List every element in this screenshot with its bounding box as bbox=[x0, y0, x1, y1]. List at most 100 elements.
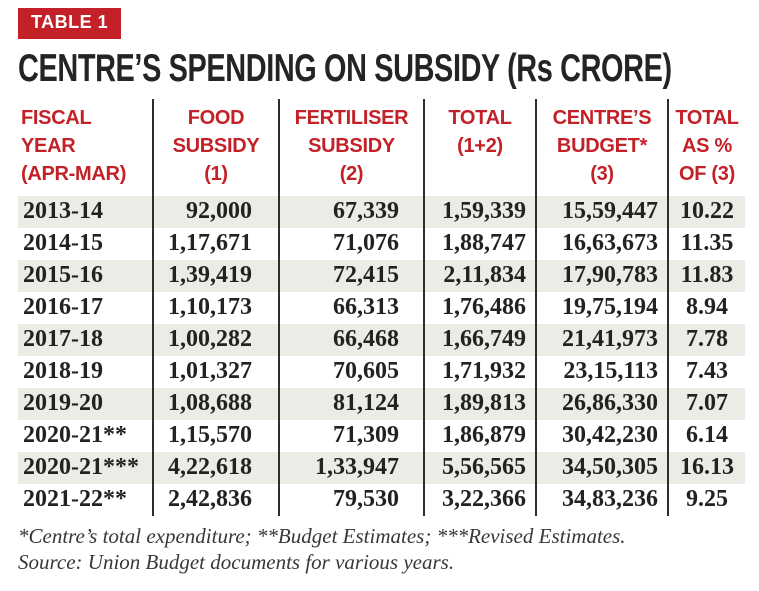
cell-fiscal-year: 2018-19 bbox=[23, 358, 103, 384]
cell-food-subsidy: 1,08,688 bbox=[152, 388, 278, 420]
table-row: 2020-21*** 4,22,618 1,33,947 5,56,565 34,50,… bbox=[18, 452, 745, 484]
column-header-line: (APR-MAR) bbox=[21, 163, 127, 185]
cell-centres-budget: 21,41,973 bbox=[535, 324, 667, 356]
column-header-line: TOTAL bbox=[448, 107, 512, 129]
column-header-fertiliser-subsidy: FERTILISER SUBSIDY (2) bbox=[278, 99, 423, 196]
cell-fiscal-year: 2013-14 bbox=[23, 198, 103, 224]
cell-total-as-pct: 7.78 bbox=[667, 324, 745, 356]
column-header-centres-budget: CENTRE’S BUDGET* (3) bbox=[535, 99, 667, 196]
column-header-line: SUBSIDY bbox=[308, 135, 395, 157]
cell-fiscal-year: 2017-18 bbox=[23, 326, 103, 352]
column-header-line: FERTILISER bbox=[294, 107, 409, 129]
column-header-line: (1) bbox=[204, 163, 228, 185]
column-header-line: (2) bbox=[339, 163, 364, 185]
column-header-line: (1+2) bbox=[457, 135, 503, 157]
cell-centres-budget: 30,42,230 bbox=[535, 420, 667, 452]
cell-total: 1,71,932 bbox=[423, 356, 535, 388]
column-header-total-as-pct: TOTAL AS % OF (3) bbox=[667, 99, 745, 196]
cell-fertiliser-subsidy: 66,468 bbox=[278, 324, 423, 356]
cell-fiscal-year: 2019-20 bbox=[23, 390, 103, 416]
cell-total: 1,89,813 bbox=[423, 388, 535, 420]
column-header-line: OF (3) bbox=[679, 163, 735, 185]
cell-total: 1,66,749 bbox=[423, 324, 535, 356]
cell-fertiliser-subsidy: 71,309 bbox=[278, 420, 423, 452]
cell-fertiliser-subsidy: 79,530 bbox=[278, 484, 423, 516]
cell-total-as-pct: 9.25 bbox=[667, 484, 745, 516]
cell-total: 1,76,486 bbox=[423, 292, 535, 324]
table-row: 2018-19 1,01,327 70,605 1,71,932 23,15,113 7.… bbox=[18, 356, 745, 388]
table-row: 2021-22** 2,42,836 79,530 3,22,366 34,83,236… bbox=[18, 484, 745, 516]
cell-total: 5,56,565 bbox=[423, 452, 535, 484]
cell-fertiliser-subsidy: 70,605 bbox=[278, 356, 423, 388]
cell-fiscal-year: 2020-21*** bbox=[23, 454, 139, 480]
footnote-text: *Centre’s total expenditure; **Budget Es… bbox=[18, 524, 626, 548]
cell-centres-budget: 34,83,236 bbox=[535, 484, 667, 516]
table-row: 2014-15 1,17,671 71,076 1,88,747 16,63,673 11… bbox=[18, 228, 745, 260]
column-header-food-subsidy: FOOD SUBSIDY (1) bbox=[152, 99, 278, 196]
cell-centres-budget: 34,50,305 bbox=[535, 452, 667, 484]
cell-total-as-pct: 7.43 bbox=[667, 356, 745, 388]
cell-fiscal-year: 2021-22** bbox=[23, 486, 127, 512]
cell-total: 2,11,834 bbox=[423, 260, 535, 292]
cell-food-subsidy: 1,01,327 bbox=[152, 356, 278, 388]
cell-fiscal-year: 2015-16 bbox=[23, 262, 103, 288]
cell-centres-budget: 23,15,113 bbox=[535, 356, 667, 388]
cell-food-subsidy: 4,22,618 bbox=[152, 452, 278, 484]
cell-food-subsidy: 1,17,671 bbox=[152, 228, 278, 260]
column-header-line: CENTRE’S bbox=[552, 107, 652, 129]
cell-food-subsidy: 1,15,570 bbox=[152, 420, 278, 452]
cell-fiscal-year: 2020-21** bbox=[23, 422, 127, 448]
table-row: 2020-21** 1,15,570 71,309 1,86,879 30,42,230… bbox=[18, 420, 745, 452]
source-text: Source: Union Budget documents for vario… bbox=[18, 550, 455, 574]
cell-centres-budget: 15,59,447 bbox=[535, 196, 667, 228]
cell-fertiliser-subsidy: 67,339 bbox=[278, 196, 423, 228]
table-row: 2019-20 1,08,688 81,124 1,89,813 26,86,330 7.… bbox=[18, 388, 745, 420]
footnotes: *Centre’s total expenditure; **Budget Es… bbox=[18, 523, 759, 575]
column-header-total: TOTAL (1+2) bbox=[423, 99, 535, 196]
cell-fertiliser-subsidy: 66,313 bbox=[278, 292, 423, 324]
cell-total: 3,22,366 bbox=[423, 484, 535, 516]
subsidy-table: FISCAL YEAR (APR-MAR) FOOD SUBSIDY (1) FERTILI… bbox=[18, 99, 745, 516]
cell-total-as-pct: 16.13 bbox=[667, 452, 745, 484]
cell-centres-budget: 17,90,783 bbox=[535, 260, 667, 292]
cell-total-as-pct: 11.35 bbox=[667, 228, 745, 260]
column-header-line: SUBSIDY bbox=[172, 135, 260, 157]
cell-fertiliser-subsidy: 1,33,947 bbox=[278, 452, 423, 484]
column-header-line: (3) bbox=[590, 163, 614, 185]
table-row: 2015-16 1,39,419 72,415 2,11,834 17,90,783 11… bbox=[18, 260, 745, 292]
table-row: 2013-14 92,000 67,339 1,59,339 15,59,447 10.2… bbox=[18, 196, 745, 228]
column-header-line: YEAR bbox=[21, 135, 76, 157]
cell-food-subsidy: 1,00,282 bbox=[152, 324, 278, 356]
column-header-line: TOTAL bbox=[675, 107, 739, 129]
cell-food-subsidy: 92,000 bbox=[152, 196, 278, 228]
cell-total: 1,59,339 bbox=[423, 196, 535, 228]
column-header-line: BUDGET* bbox=[556, 135, 648, 157]
cell-total-as-pct: 6.14 bbox=[667, 420, 745, 452]
table-body: 2013-14 92,000 67,339 1,59,339 15,59,447 10.2… bbox=[18, 196, 745, 516]
title-row: CENTRE’S SPENDING ON SUBSIDY (Rs CRORE) bbox=[18, 46, 759, 94]
table-badge: TABLE 1 bbox=[18, 8, 122, 39]
cell-total-as-pct: 10.22 bbox=[667, 196, 745, 228]
cell-fiscal-year: 2014-15 bbox=[23, 230, 103, 256]
cell-fiscal-year: 2016-17 bbox=[23, 294, 103, 320]
cell-centres-budget: 16,63,673 bbox=[535, 228, 667, 260]
cell-fertiliser-subsidy: 71,076 bbox=[278, 228, 423, 260]
cell-total-as-pct: 8.94 bbox=[667, 292, 745, 324]
cell-centres-budget: 19,75,194 bbox=[535, 292, 667, 324]
cell-total: 1,88,747 bbox=[423, 228, 535, 260]
table-header-row: FISCAL YEAR (APR-MAR) FOOD SUBSIDY (1) FERTILI… bbox=[18, 99, 745, 196]
cell-total: 1,86,879 bbox=[423, 420, 535, 452]
column-header-line: FISCAL bbox=[21, 107, 92, 129]
table-title: CENTRE’S SPENDING ON SUBSIDY (Rs CRORE) bbox=[18, 47, 672, 90]
cell-fertiliser-subsidy: 72,415 bbox=[278, 260, 423, 292]
cell-food-subsidy: 1,10,173 bbox=[152, 292, 278, 324]
cell-food-subsidy: 2,42,836 bbox=[152, 484, 278, 516]
column-header-line: FOOD bbox=[187, 107, 245, 129]
column-header-line: AS % bbox=[682, 135, 732, 157]
cell-total-as-pct: 11.83 bbox=[667, 260, 745, 292]
cell-centres-budget: 26,86,330 bbox=[535, 388, 667, 420]
cell-food-subsidy: 1,39,419 bbox=[152, 260, 278, 292]
table-row: 2017-18 1,00,282 66,468 1,66,749 21,41,973 7.… bbox=[18, 324, 745, 356]
cell-total-as-pct: 7.07 bbox=[667, 388, 745, 420]
column-header-fiscal-year: FISCAL YEAR (APR-MAR) bbox=[18, 99, 152, 196]
